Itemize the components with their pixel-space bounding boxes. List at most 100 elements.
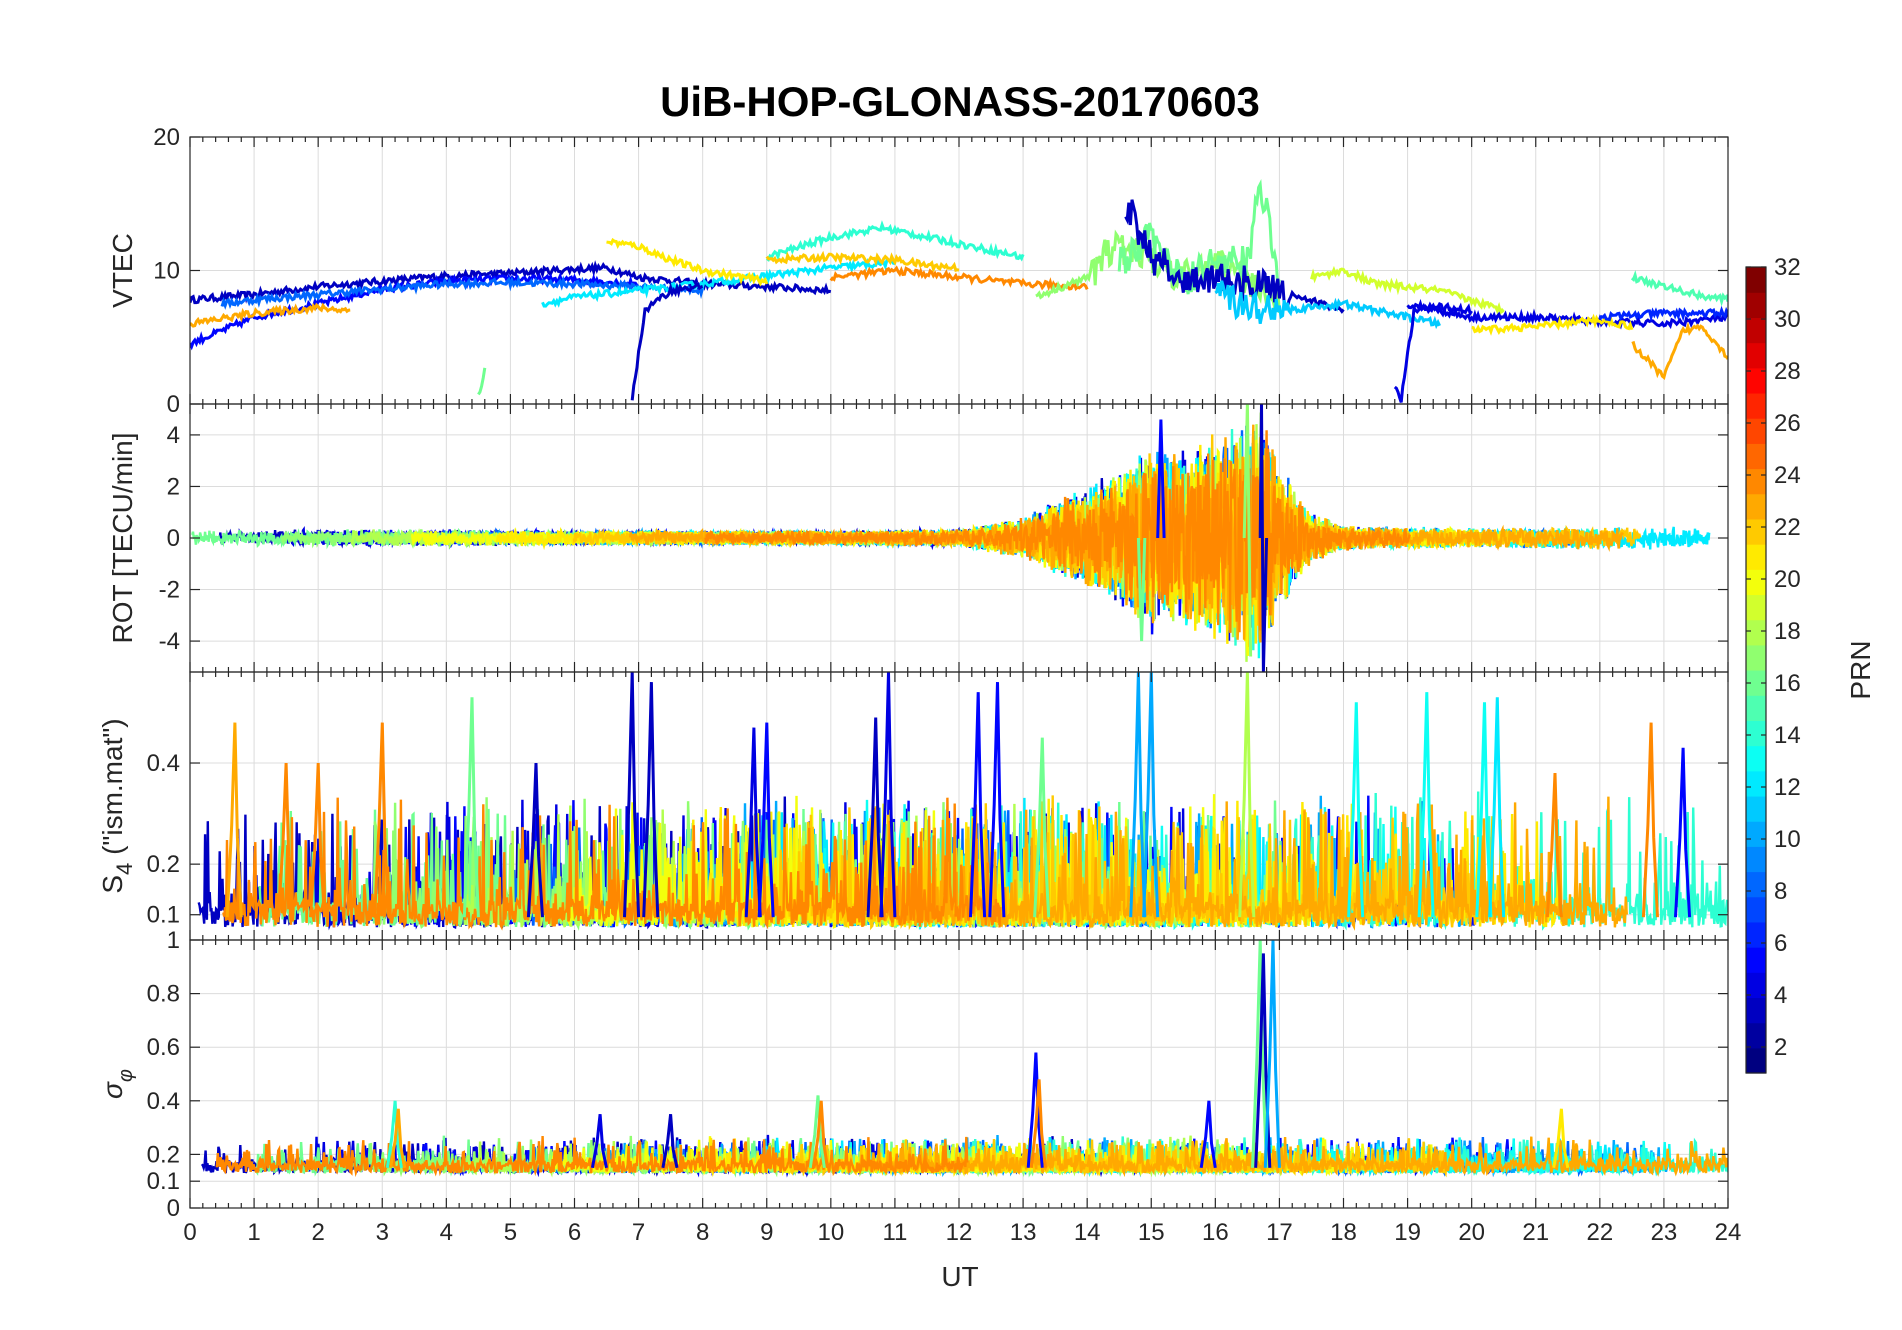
s4-peak-prn-24: [1641, 722, 1659, 918]
rot-spike-prn-5: [1156, 419, 1166, 539]
colorbar-segment: [1746, 896, 1766, 923]
colorbar-segment: [1746, 644, 1766, 671]
x-tick-label: 18: [1330, 1219, 1357, 1246]
vtec-series-prn-22: [765, 250, 960, 274]
s4-peak-prn-4: [879, 672, 897, 918]
grid-vtec: [189, 136, 1729, 405]
x-tick-label: 8: [696, 1219, 709, 1246]
colorbar-segment: [1746, 317, 1766, 344]
s4-series-prn-24: [222, 797, 1002, 931]
colorbar-segment: [1746, 972, 1766, 999]
vtec-series-prn-12: [541, 257, 896, 308]
colorbar-tick-label: 22: [1774, 514, 1801, 541]
y-tick-label-rot: -2: [159, 577, 180, 604]
sigma-peak-prn-5: [1026, 1052, 1044, 1168]
y-axis-label-rot: ROT [TECU/min]: [107, 432, 138, 643]
rot-spike-prn-16: [1136, 537, 1147, 642]
s4-peak-prn-5: [757, 722, 775, 918]
s4-peak-prn-5: [969, 692, 987, 918]
x-tick-label: 22: [1586, 1219, 1613, 1246]
y-tick-label-sigma: 0.2: [147, 1141, 180, 1168]
s4-peak-prn-24: [1545, 773, 1563, 918]
vtec-series-prn-3: [630, 281, 704, 401]
x-tick-label: 1: [247, 1219, 260, 1246]
colorbar-segment: [1746, 392, 1766, 419]
vtec-series-prn-23: [190, 302, 351, 328]
x-axis-label: UT: [941, 1261, 978, 1292]
vtec-series-prn-23: [1631, 321, 1728, 381]
x-tick-label: 13: [1010, 1219, 1037, 1246]
sigma-peak-prn-24: [1029, 1079, 1047, 1168]
s4-peak-prn-3: [866, 717, 884, 918]
x-tick-label: 21: [1522, 1219, 1549, 1246]
colorbar-tick-label: 4: [1774, 982, 1787, 1009]
colorbar-segment: [1746, 418, 1766, 444]
sigma-series-prn-23: [869, 1136, 1728, 1178]
colorbar-tick-label: 32: [1774, 254, 1801, 281]
x-tick-label: 15: [1138, 1219, 1165, 1246]
colorbar-tick-label: 20: [1774, 566, 1801, 593]
colorbar-segment: [1746, 544, 1766, 570]
colorbar-frame: [1745, 266, 1767, 1074]
s4-peak-prn-23: [225, 722, 243, 918]
colorbar-segment: [1746, 871, 1766, 898]
series-s4: [197, 672, 1728, 931]
x-tick-label: 14: [1074, 1219, 1101, 1246]
y-tick-label-sigma: 0.1: [147, 1168, 180, 1195]
colorbar-segment: [1746, 443, 1766, 470]
vtec-series-prn-24: [829, 265, 1089, 293]
colorbar-segment: [1746, 342, 1766, 369]
sigma-peak-prn-16: [1251, 940, 1269, 1168]
colorbar-tick-label: 10: [1774, 826, 1801, 853]
sigma-peak-prn-4: [590, 1114, 608, 1169]
y-tick-label-rot: 2: [167, 473, 180, 500]
colorbar-tick-label: 2: [1774, 1034, 1787, 1061]
s4-peak-prn-13: [1417, 692, 1435, 918]
s4-peak-prn-4: [744, 727, 762, 918]
x-tick-label: 0: [183, 1219, 196, 1246]
vtec-series-prn-16: [1117, 178, 1281, 295]
y-tick-label-s4: 0.4: [147, 750, 180, 777]
vtec-series-prn-14: [765, 220, 1025, 262]
colorbar-segment: [1746, 997, 1766, 1024]
x-tick-label: 11: [882, 1219, 907, 1246]
colorbar-segment: [1746, 292, 1766, 318]
colorbar-tick-label: 12: [1774, 774, 1801, 801]
colorbar-tick-label: 24: [1774, 462, 1801, 489]
vtec-series-prn-4: [1406, 298, 1728, 330]
s4-peak-prn-3: [526, 762, 544, 918]
colorbar-tick-label: 30: [1774, 306, 1801, 333]
s4-peak-prn-16: [1033, 737, 1051, 918]
sigma-peak-prn-23: [389, 1108, 407, 1169]
y-tick-label-rot: 4: [167, 422, 180, 449]
sigma-peak-prn-10: [1263, 940, 1281, 1168]
colorbar-segment: [1746, 367, 1766, 394]
s4-peak-prn-18: [1238, 672, 1256, 918]
s4-peak-prn-13: [1475, 702, 1493, 918]
colorbar-segment: [1746, 695, 1766, 721]
vtec-series-prn-6: [1598, 305, 1728, 323]
x-tick-label: 6: [568, 1219, 581, 1246]
x-tick-label: 23: [1651, 1219, 1678, 1246]
x-tick-label: 24: [1715, 1219, 1742, 1246]
vtec-series-prn-16: [477, 367, 487, 396]
y-tick-label-vtec: 0: [167, 391, 180, 418]
panel-rot: -4 -2 0 2 4 ROT [TECU/min]: [107, 403, 1729, 673]
colorbar-label: PRN: [1845, 640, 1876, 699]
vtec-series-prn-19: [1310, 265, 1505, 316]
ticks-vtec: 0 10 20: [153, 124, 1729, 418]
s4-peak-prn-13: [1347, 702, 1365, 918]
x-tick-label: 4: [440, 1219, 453, 1246]
vtec-series-prn-4: [1393, 301, 1473, 403]
vtec-series-prn-11: [1214, 280, 1441, 330]
s4-peak-prn-12: [1488, 697, 1506, 918]
vtec-series-prn-8: [220, 274, 705, 310]
y-tick-label-sigma: 0: [167, 1195, 180, 1222]
rot-spike-prn-3: [1258, 404, 1269, 672]
rot-spike-prn-17: [1242, 404, 1253, 657]
x-tick-label: 7: [632, 1219, 645, 1246]
panel-s4: 0.1 0.2 0.4 S4 ("ism.mat"): [97, 671, 1729, 941]
s4-peak-prn-3: [623, 672, 641, 918]
